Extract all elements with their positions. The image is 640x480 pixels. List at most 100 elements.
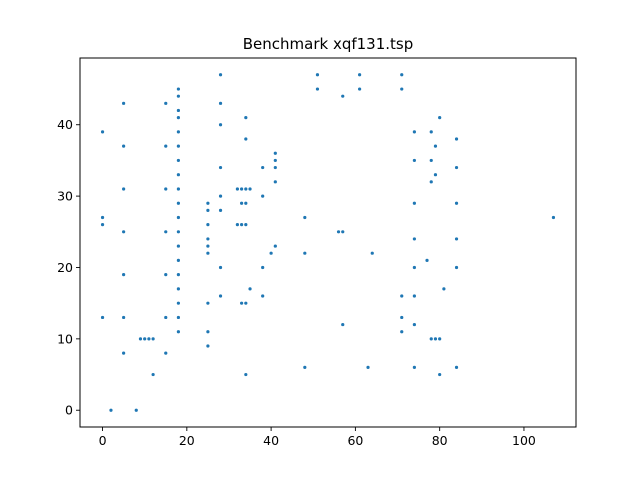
data-point (240, 301, 244, 305)
data-point (100, 315, 105, 320)
data-point (244, 137, 248, 141)
data-point (176, 244, 180, 248)
data-point (261, 165, 265, 170)
data-point (438, 116, 442, 120)
data-point (315, 87, 320, 91)
data-point (429, 337, 433, 341)
data-point (442, 287, 446, 291)
data-point (341, 230, 345, 234)
data-point (176, 258, 180, 262)
data-point (176, 230, 180, 234)
data-point (244, 116, 248, 120)
y-tick-label: 10 (57, 331, 73, 346)
data-point (454, 265, 459, 270)
data-point (412, 265, 416, 270)
data-point (122, 315, 126, 320)
x-tick-label: 20 (179, 433, 195, 448)
data-point (303, 215, 307, 220)
data-point (218, 208, 223, 212)
data-point (122, 351, 126, 355)
data-point (370, 251, 374, 255)
data-point (218, 194, 223, 198)
x-tick-label: 60 (347, 433, 363, 448)
data-point (248, 187, 252, 191)
data-point (429, 158, 433, 163)
y-axis-ticks: 0 10 20 30 40 (57, 117, 80, 418)
data-point (176, 273, 180, 277)
data-point (235, 187, 239, 191)
y-tick-label: 30 (57, 189, 73, 204)
data-point (206, 244, 210, 248)
data-point (358, 87, 362, 91)
data-point (341, 322, 345, 327)
data-point (366, 365, 370, 369)
data-point (412, 130, 416, 134)
data-point (206, 223, 210, 227)
data-point (454, 201, 459, 205)
data-point (412, 365, 416, 369)
data-point (358, 73, 362, 77)
data-point (273, 151, 277, 155)
data-point (454, 237, 459, 241)
data-point (176, 130, 180, 134)
data-point (176, 108, 180, 113)
data-point (412, 294, 416, 298)
data-point (341, 94, 345, 98)
data-point (164, 273, 168, 277)
data-point (147, 337, 151, 341)
data-point (400, 294, 404, 298)
x-tick-label: 0 (99, 433, 107, 448)
data-point (176, 87, 180, 91)
data-point (164, 101, 168, 105)
data-point (261, 194, 265, 198)
data-point (248, 287, 252, 291)
data-point (218, 101, 223, 105)
data-point (261, 294, 265, 298)
x-axis-ticks: 0 20 40 60 80 100 (99, 427, 536, 448)
y-tick-label: 0 (65, 403, 73, 418)
data-point (218, 165, 223, 170)
chart-title: Benchmark xqf131.tsp (243, 35, 414, 53)
data-point (176, 187, 180, 191)
data-point (454, 165, 459, 170)
data-point (454, 365, 459, 369)
data-point (164, 144, 168, 148)
data-point (273, 158, 277, 163)
data-point (100, 223, 105, 227)
data-point (400, 87, 404, 91)
data-point (164, 351, 168, 355)
data-point (412, 158, 416, 163)
data-point (244, 187, 248, 191)
data-point (551, 215, 556, 220)
data-point (438, 372, 442, 377)
data-point (206, 330, 210, 334)
data-point (176, 315, 180, 320)
data-point (261, 265, 265, 270)
data-point (122, 273, 126, 277)
data-point (143, 337, 147, 341)
data-point (273, 165, 277, 170)
data-point (109, 408, 113, 412)
data-point (433, 144, 438, 148)
data-point (122, 144, 126, 148)
data-point (235, 223, 239, 227)
data-point (100, 130, 105, 134)
data-point (176, 201, 180, 205)
data-points (100, 73, 556, 412)
data-point (164, 187, 168, 191)
data-point (122, 187, 126, 191)
y-tick-label: 40 (57, 117, 73, 132)
data-point (176, 330, 180, 334)
data-point (176, 301, 180, 305)
data-point (315, 73, 320, 77)
data-point (176, 144, 180, 148)
data-point (433, 173, 438, 177)
data-point (206, 237, 210, 241)
data-point (206, 201, 210, 205)
data-point (412, 201, 416, 205)
data-point (218, 265, 223, 270)
data-point (336, 230, 341, 234)
data-point (206, 344, 210, 348)
data-point (244, 201, 248, 205)
data-point (429, 180, 433, 184)
